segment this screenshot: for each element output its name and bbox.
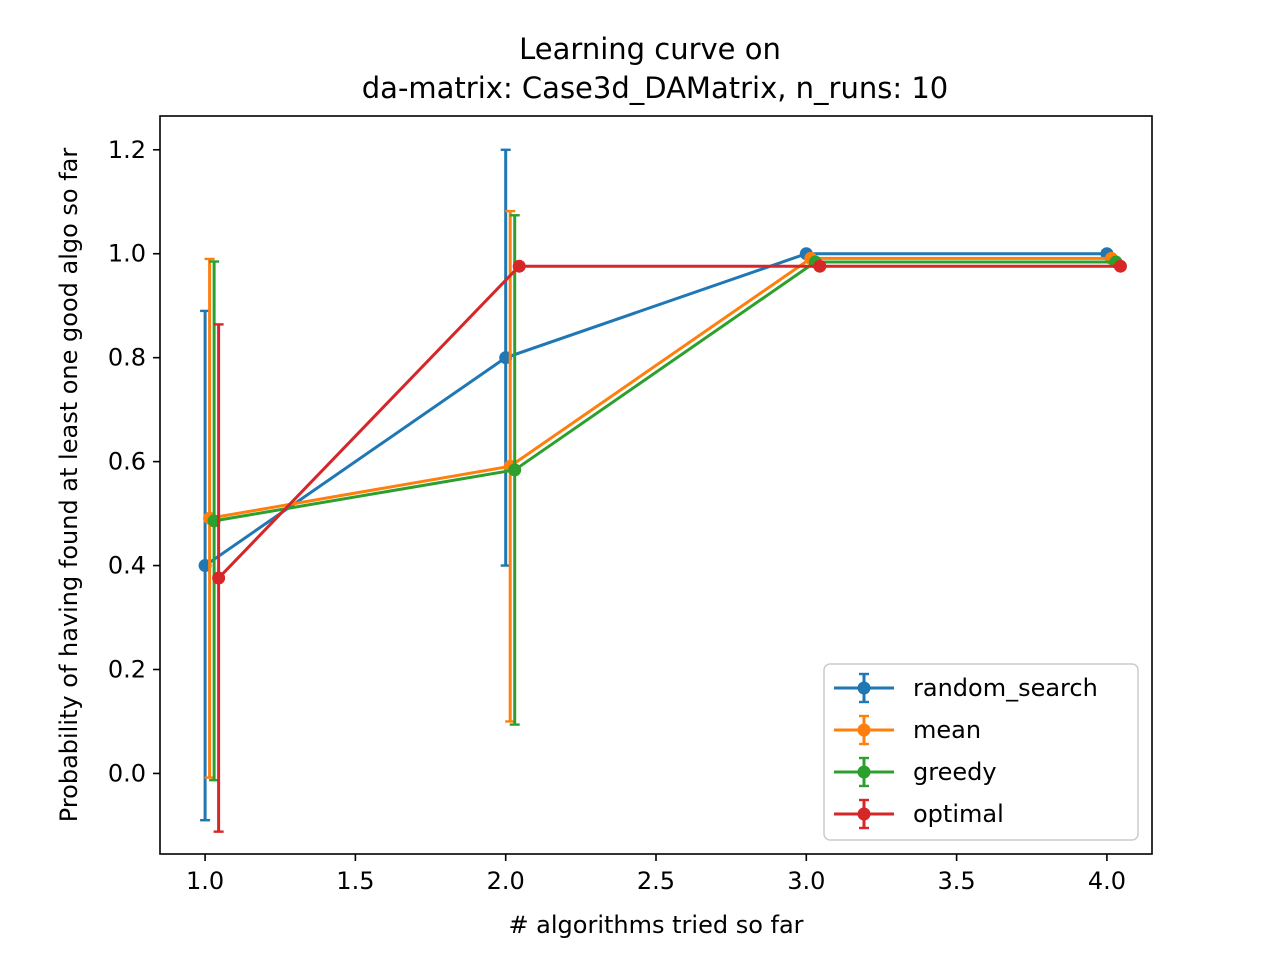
legend-marker [857, 723, 871, 737]
series-optimal [212, 259, 1127, 833]
legend-label: optimal [913, 800, 1004, 828]
legend-marker [857, 681, 871, 695]
legend-label: random_search [913, 674, 1098, 702]
x-tick-label: 1.0 [186, 867, 224, 895]
legend-entry-optimal: optimal [834, 798, 1004, 830]
x-tick-label: 4.0 [1088, 867, 1126, 895]
ticks-layer: 1.0 1.5 2.0 2.5 3.0 3.5 4.0 0.0 0.2 0.4 0.6 0.8 1.0 1… [108, 136, 1126, 895]
data-point [512, 259, 526, 273]
x-tick-label: 2.5 [637, 867, 675, 895]
data-point [813, 259, 827, 273]
legend-label: mean [913, 716, 981, 744]
series-line [217, 264, 1121, 580]
legend-marker [857, 765, 871, 779]
legend-marker [857, 807, 871, 821]
y-tick-label: 0.4 [108, 552, 146, 580]
chart-title-line1: Learning curve on [519, 32, 781, 66]
x-tick-label: 1.5 [336, 867, 374, 895]
x-tick-label: 2.0 [487, 867, 525, 895]
legend-entry-greedy: greedy [834, 756, 997, 788]
y-tick-label: 1.0 [108, 240, 146, 268]
data-point [212, 571, 226, 585]
data-point [508, 463, 522, 477]
y-tick-label: 0.6 [108, 448, 146, 476]
x-axis-label: # algorithms tried so far [508, 911, 803, 939]
series-line [209, 256, 1112, 520]
y-tick-label: 0.2 [108, 656, 146, 684]
y-tick-label: 0.8 [108, 344, 146, 372]
series-line [204, 252, 1107, 567]
chart-title-line2: da-matrix: Case3d_DAMatrix, n_runs: 10 [362, 71, 948, 105]
legend-label: greedy [913, 758, 997, 786]
series-line [213, 260, 1116, 523]
series-layer [198, 148, 1127, 833]
x-tick-label: 3.5 [938, 867, 976, 895]
x-tick-label: 3.0 [787, 867, 825, 895]
y-tick-label: 1.2 [108, 136, 146, 164]
legend-box [823, 663, 1139, 841]
legend-entry-random_search: random_search [834, 672, 1098, 704]
legend-entry-mean: mean [834, 714, 981, 746]
y-axis-label: Probability of having found at least one… [55, 148, 83, 823]
y-tick-label: 0.0 [108, 759, 146, 787]
data-point [1113, 259, 1127, 273]
